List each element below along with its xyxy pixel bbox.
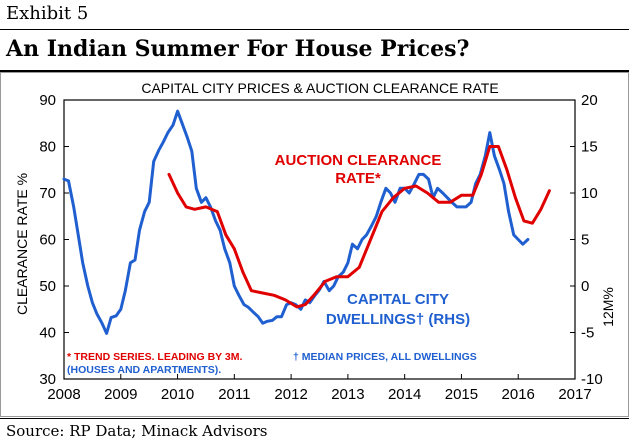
y-tick-label-left: 80 xyxy=(39,139,56,156)
x-tick-label: 2014 xyxy=(388,386,421,403)
y-tick-label-right: -10 xyxy=(581,371,603,388)
y-tick-label-left: 90 xyxy=(39,92,56,109)
dwellings-annotation-line2: DWELLINGS† (RHS) xyxy=(326,311,470,328)
exhibit-label: Exhibit 5 xyxy=(6,3,89,24)
chart-axes: 30 40 50 60 70 80 90 -10 -5 0 5 10 15 20 2008 2009 2010 2… xyxy=(39,92,602,403)
chart-svg: CAPITAL CITY PRICES & AUCTION CLEARANCE … xyxy=(0,72,629,417)
y-tick-label-right: 10 xyxy=(581,185,598,202)
dwellings-series-line xyxy=(62,109,530,335)
chart-title: CAPITAL CITY PRICES & AUCTION CLEARANCE … xyxy=(141,80,498,96)
x-tick-label: 2013 xyxy=(331,386,364,403)
y-tick-label-left: 40 xyxy=(39,325,56,342)
x-tick-label: 2015 xyxy=(445,386,478,403)
y-tick-label-right: -5 xyxy=(581,325,594,342)
footnote-median: † MEDIAN PRICES, ALL DWELLINGS xyxy=(293,351,477,363)
footnote-trend: * TREND SERIES. LEADING BY 3M. xyxy=(67,351,243,363)
clearance-annotation-line2: RATE* xyxy=(335,170,381,187)
y-tick-label-right: 15 xyxy=(581,139,598,156)
x-tick-label: 2017 xyxy=(558,386,591,403)
page-title: An Indian Summer For House Prices? xyxy=(6,36,470,62)
y-tick-label-right: 0 xyxy=(581,278,589,295)
plot-frame xyxy=(63,99,576,380)
x-tick-label: 2012 xyxy=(274,386,307,403)
y-axis-title-left: CLEARANCE RATE % xyxy=(14,173,30,315)
clearance-series-line xyxy=(167,145,551,309)
chart-series xyxy=(62,109,551,335)
y-tick-label-left: 60 xyxy=(39,232,56,249)
y-tick-label-left: 70 xyxy=(39,185,56,202)
y-axis-title-right: 12M% xyxy=(600,287,616,327)
x-tick-label: 2011 xyxy=(218,386,250,403)
x-tick-label: 2008 xyxy=(47,386,80,403)
y-tick-label-right: 5 xyxy=(581,232,589,249)
clearance-annotation-line1: AUCTION CLEARANCE xyxy=(275,152,442,169)
top-rule xyxy=(0,29,629,30)
title-rule xyxy=(0,70,629,72)
x-tick-label: 2009 xyxy=(104,386,137,403)
footnote-median-cont: (HOUSES AND APARTMENTS). xyxy=(67,364,221,376)
y-tick-label-right: 20 xyxy=(581,92,598,109)
x-tick-label: 2016 xyxy=(502,386,535,403)
source-note: Source: RP Data; Minack Advisors xyxy=(6,422,268,440)
dwellings-annotation-line1: CAPITAL CITY xyxy=(347,291,449,308)
bottom-rule xyxy=(0,418,629,419)
x-tick-label: 2010 xyxy=(161,386,194,403)
y-tick-label-left: 50 xyxy=(39,278,56,295)
y-tick-label-left: 30 xyxy=(39,371,56,388)
